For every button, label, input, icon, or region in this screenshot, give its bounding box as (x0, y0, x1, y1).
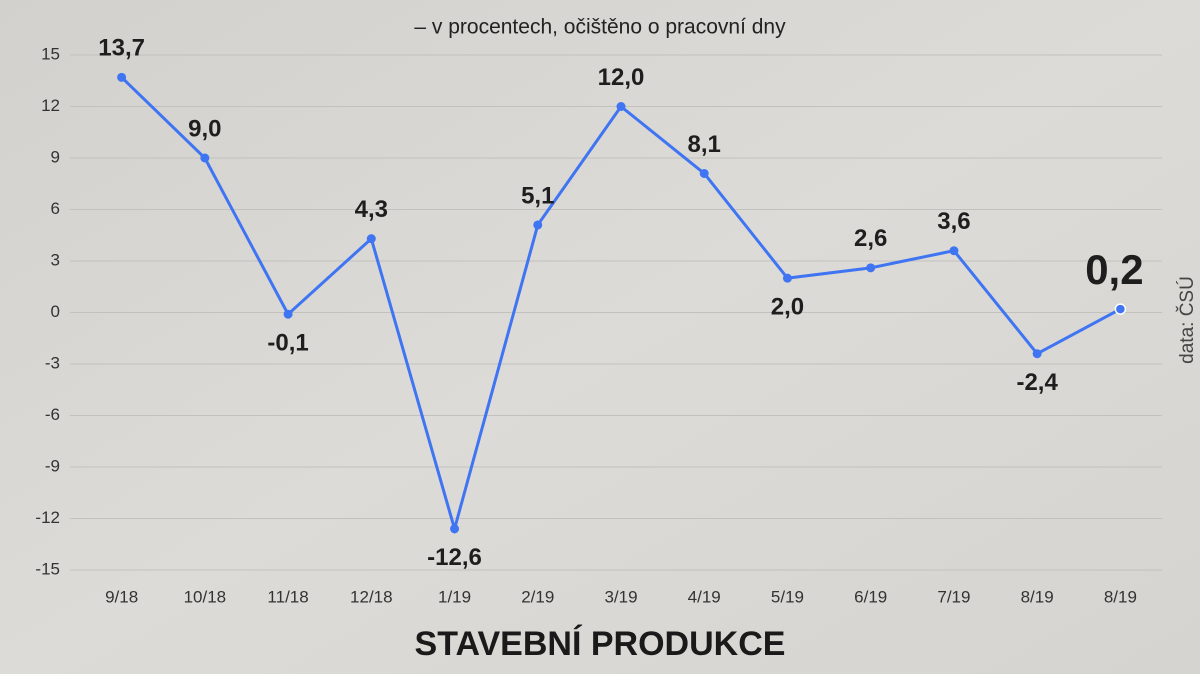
y-tick-label: -15 (35, 559, 60, 578)
y-tick-label: 6 (51, 199, 60, 218)
x-tick-label: 9/18 (105, 587, 138, 606)
y-tick-label: 9 (51, 147, 60, 166)
point (117, 72, 127, 82)
point (200, 153, 210, 163)
chart-title: STAVEBNÍ PRODUKCE (415, 625, 786, 663)
y-tick-label: 12 (41, 96, 60, 115)
y-tick-label: 15 (41, 44, 60, 63)
source: data: ČSÚ (1176, 276, 1198, 364)
point (283, 309, 293, 319)
point (366, 234, 376, 244)
y-tick-label: -6 (45, 405, 60, 424)
x-tick-label: 5/19 (771, 587, 804, 606)
y-tick-label: 0 (51, 302, 60, 321)
value-label: 13,7 (98, 35, 145, 62)
value-label: -0,1 (267, 330, 308, 357)
value-label: 8,1 (688, 131, 721, 158)
x-tick-label: 1/19 (438, 587, 471, 606)
y-tick-label: 3 (51, 250, 60, 269)
value-label: 2,6 (854, 225, 887, 252)
x-tick-label: 3/19 (604, 587, 637, 606)
value-label: 5,1 (521, 182, 554, 209)
value-label: 9,0 (188, 115, 221, 142)
x-tick-label: 8/19 (1021, 587, 1054, 606)
x-tick-label: 4/19 (688, 587, 721, 606)
point (1032, 349, 1042, 359)
point (949, 246, 959, 256)
value-label: 3,6 (937, 208, 970, 235)
x-tick-label: 2/19 (521, 587, 554, 606)
value-label: 2,0 (771, 294, 804, 321)
y-tick-label: -9 (45, 456, 60, 475)
x-tick-label: 6/19 (854, 587, 887, 606)
value-label: 4,3 (355, 196, 388, 223)
point (866, 263, 876, 273)
y-tick-label: -12 (35, 508, 60, 527)
point (533, 220, 543, 230)
value-label: -2,4 (1016, 369, 1058, 396)
x-tick-label: 8/19 (1104, 587, 1137, 606)
y-tick-label: -3 (45, 353, 60, 372)
value-label: -12,6 (427, 544, 482, 571)
point (699, 168, 709, 178)
subtitle: – v procentech, očištěno o pracovní dny (414, 16, 786, 39)
point (450, 524, 460, 534)
value-label: 12,0 (598, 64, 645, 91)
x-tick-label: 10/18 (184, 587, 227, 606)
x-tick-label: 7/19 (937, 587, 970, 606)
x-tick-label: 11/18 (267, 587, 308, 606)
point (1114, 303, 1127, 315)
value-label: 0,2 (1085, 246, 1143, 293)
x-tick-label: 12/18 (350, 587, 393, 606)
point (616, 102, 626, 111)
point (782, 273, 792, 283)
